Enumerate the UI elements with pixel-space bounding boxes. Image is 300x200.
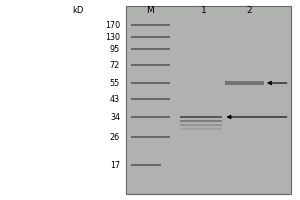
Bar: [126, 6, 291, 194]
Bar: [225, 81, 264, 85]
Bar: [130, 98, 170, 100]
Bar: [180, 128, 222, 130]
Text: 34: 34: [110, 112, 120, 121]
Bar: [180, 124, 222, 126]
Bar: [130, 136, 170, 138]
Text: 72: 72: [110, 60, 120, 70]
Bar: [180, 120, 222, 122]
Text: 1: 1: [201, 6, 207, 15]
Text: 2: 2: [246, 6, 252, 15]
Bar: [130, 48, 170, 50]
Bar: [130, 164, 160, 166]
Text: 170: 170: [105, 21, 120, 29]
Text: 95: 95: [110, 45, 120, 53]
Text: 55: 55: [110, 78, 120, 88]
Bar: [130, 36, 170, 38]
Text: 130: 130: [105, 32, 120, 42]
Bar: [130, 64, 170, 66]
Bar: [130, 116, 170, 118]
Text: 26: 26: [110, 132, 120, 142]
Text: kD: kD: [73, 6, 84, 15]
Text: 17: 17: [110, 160, 120, 170]
Bar: [180, 116, 222, 118]
Text: 43: 43: [110, 95, 120, 104]
Text: M: M: [146, 6, 154, 15]
Bar: [130, 82, 170, 84]
Bar: [130, 24, 170, 26]
